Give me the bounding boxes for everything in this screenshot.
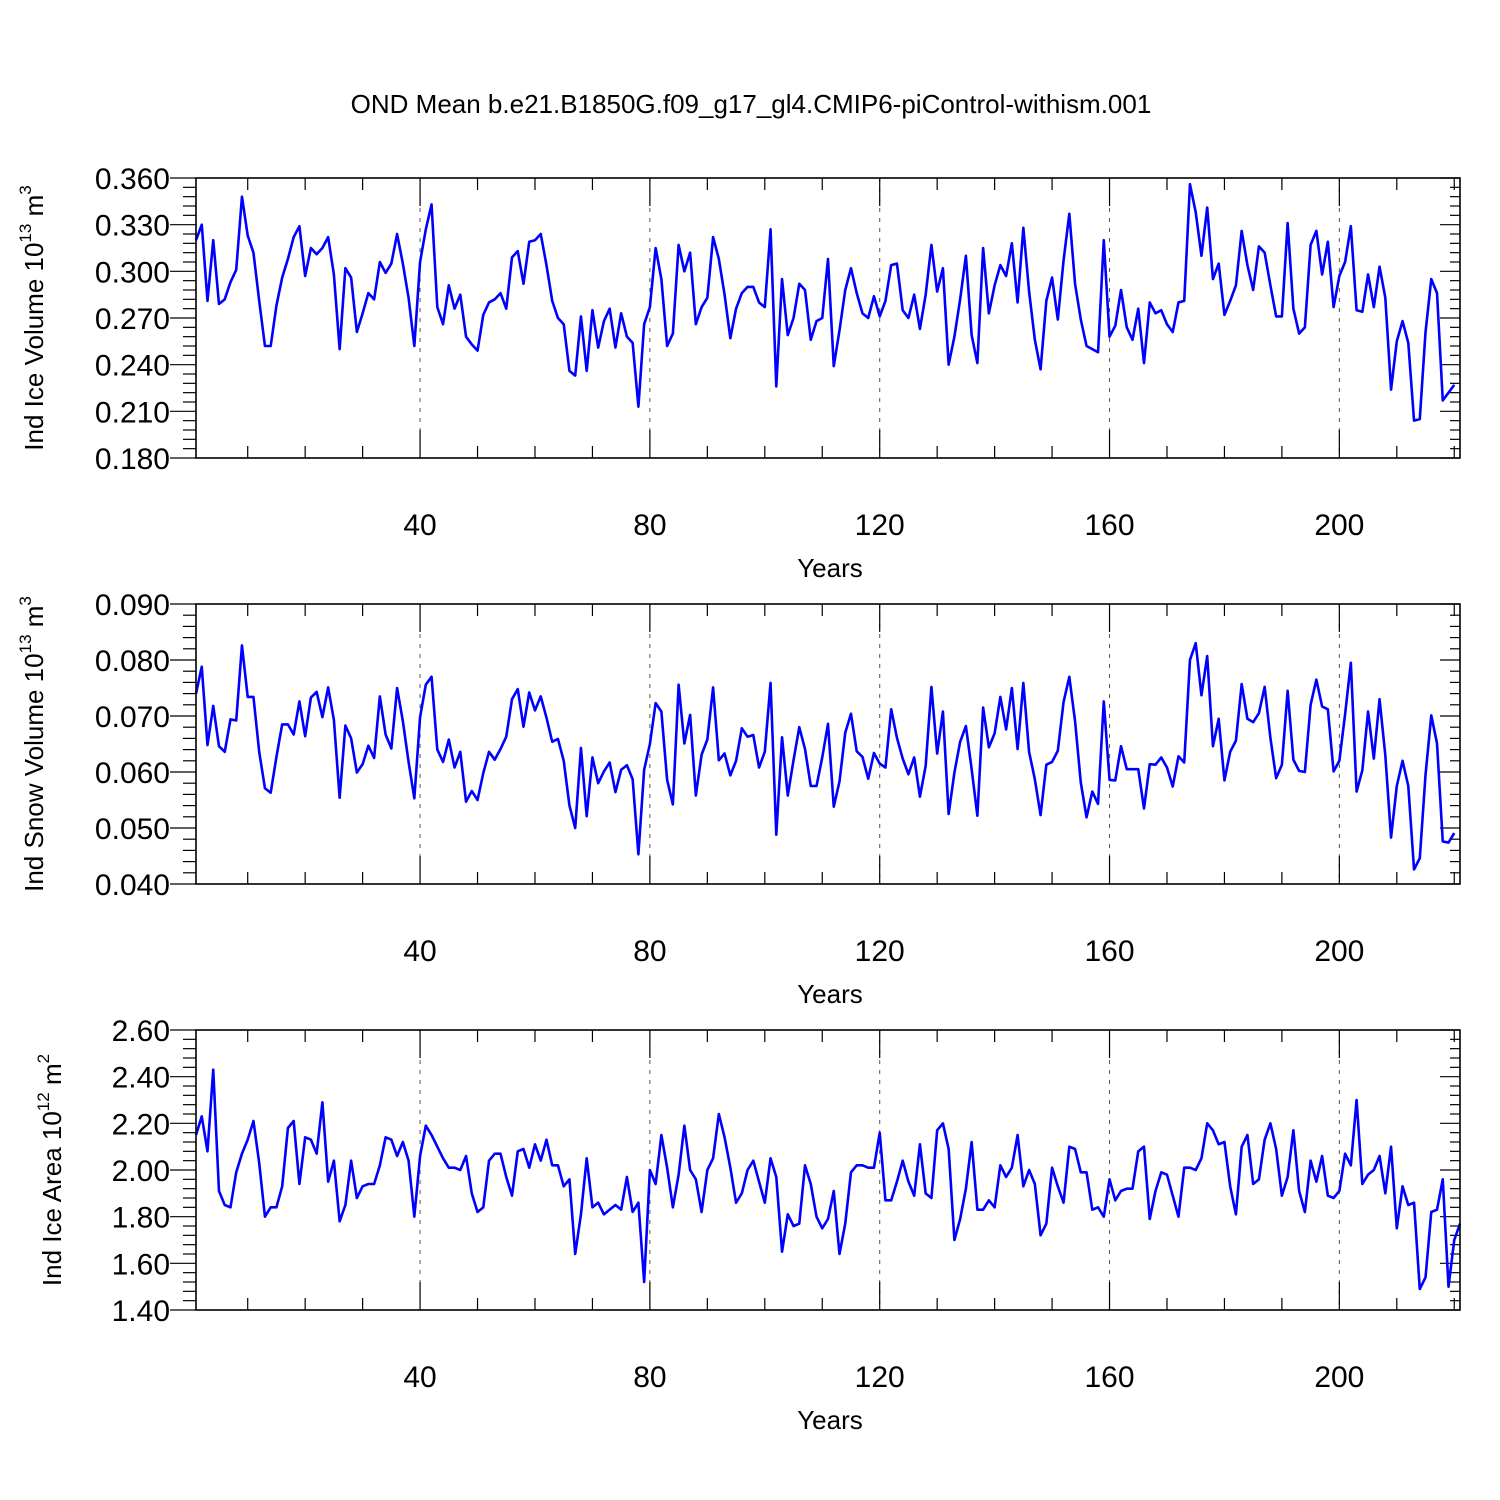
ice-volume-y-tick-label: 0.270: [95, 303, 170, 336]
ice-area-y-axis-title-unit-exponent: 2: [34, 1054, 53, 1063]
ice-area-y-tick-label: 1.40: [112, 1295, 170, 1328]
ice-volume-y-tick-label: 0.360: [95, 163, 170, 196]
ice-volume-x-axis-title: Years: [797, 553, 863, 583]
ice-area-y-axis-title: Ind Ice Area 1012 m2: [34, 1054, 67, 1286]
panel-ice-volume: 0.180 0.210 0.240 0.270 0.300 0.330 0.360 40 80 1…: [16, 163, 1461, 583]
ice-area-plot-frame: [195, 1029, 1461, 1311]
ice-volume-y-axis-title: Ind Ice Volume 1013 m3: [16, 185, 49, 450]
snow-volume-y-tick-label: 0.050: [95, 813, 170, 846]
ice-area-y-tick-label: 2.60: [112, 1015, 170, 1048]
chart-title: OND Mean b.e21.B1850G.f09_g17_gl4.CMIP6-…: [351, 89, 1152, 119]
snow-volume-y-axis-title-unit-exponent: 3: [16, 596, 35, 605]
ice-volume-y-axis-title-exponent: 13: [16, 224, 35, 243]
ice-volume-y-axis-title-unit: m: [19, 195, 49, 224]
ice-volume-y-tick-label: 0.300: [95, 256, 170, 289]
ice-area-series-line: [194, 1068, 1462, 1291]
snow-volume-x-tick-label: 40: [403, 935, 436, 968]
snow-volume-y-axis-title-unit: m: [19, 606, 49, 635]
ice-area-x-tick-label: 120: [855, 1361, 905, 1394]
ice-volume-x-tick-label: 200: [1314, 509, 1364, 542]
ice-volume-x-tick-label: 40: [403, 509, 436, 542]
ice-volume-plot-frame: [195, 177, 1461, 459]
ice-volume-x-tick-label: 160: [1084, 509, 1134, 542]
panel-ice-area: 1.40 1.60 1.80 2.00 2.20 2.40 2.60 40 80 120 160 20…: [34, 1015, 1462, 1435]
panel-snow-volume: 0.040 0.050 0.060 0.070 0.080 0.090 40 80 120 160…: [16, 589, 1461, 1009]
snow-volume-x-tick-label: 200: [1314, 935, 1364, 968]
snow-volume-x-tick-label: 120: [855, 935, 905, 968]
ice-area-y-axis-title-exponent: 12: [34, 1092, 53, 1111]
ice-volume-y-tick-label: 0.330: [95, 210, 170, 243]
ice-area-y-tick-label: 2.20: [112, 1108, 170, 1141]
ice-volume-x-tick-label: 80: [633, 509, 666, 542]
snow-volume-y-tick-label: 0.040: [95, 869, 170, 902]
ice-area-y-tick-label: 2.40: [112, 1062, 170, 1095]
ice-volume-y-axis-title-text: Ind Ice Volume 10: [19, 243, 49, 451]
snow-volume-x-tick-label: 80: [633, 935, 666, 968]
ice-area-x-tick-label: 200: [1314, 1361, 1364, 1394]
snow-volume-x-tick-label: 160: [1084, 935, 1134, 968]
snow-volume-y-tick-label: 0.060: [95, 757, 170, 790]
ice-volume-y-tick-label: 0.210: [95, 396, 170, 429]
ice-area-y-tick-label: 1.80: [112, 1202, 170, 1235]
ice-area-x-tick-label: 40: [403, 1361, 436, 1394]
ice-volume-x-tick-label: 120: [855, 509, 905, 542]
snow-volume-y-axis-title: Ind Snow Volume 1013 m3: [16, 596, 49, 892]
snow-volume-plot-frame: [195, 603, 1461, 885]
snow-volume-y-tick-label: 0.090: [95, 589, 170, 622]
ice-area-y-axis-title-unit: m: [37, 1063, 67, 1092]
ice-volume-y-tick-label: 0.240: [95, 350, 170, 383]
snow-volume-y-axis-title-exponent: 13: [16, 634, 35, 653]
ice-area-x-axis-title: Years: [797, 1405, 863, 1435]
ice-area-x-tick-label: 80: [633, 1361, 666, 1394]
ice-volume-y-tick-label: 0.180: [95, 443, 170, 476]
ice-area-y-axis-title-text: Ind Ice Area 10: [37, 1111, 67, 1286]
ice-area-y-tick-label: 1.60: [112, 1248, 170, 1281]
snow-volume-series-line: [194, 641, 1456, 871]
ice-area-y-tick-label: 2.00: [112, 1155, 170, 1188]
ice-volume-y-axis-title-unit-exponent: 3: [16, 185, 35, 194]
snow-volume-y-tick-label: 0.070: [95, 701, 170, 734]
ice-area-x-tick-label: 160: [1084, 1361, 1134, 1394]
ice-volume-series-line: [194, 182, 1456, 422]
snow-volume-y-tick-label: 0.080: [95, 645, 170, 678]
snow-volume-y-axis-title-text: Ind Snow Volume 10: [19, 653, 49, 892]
snow-volume-x-axis-title: Years: [797, 979, 863, 1009]
